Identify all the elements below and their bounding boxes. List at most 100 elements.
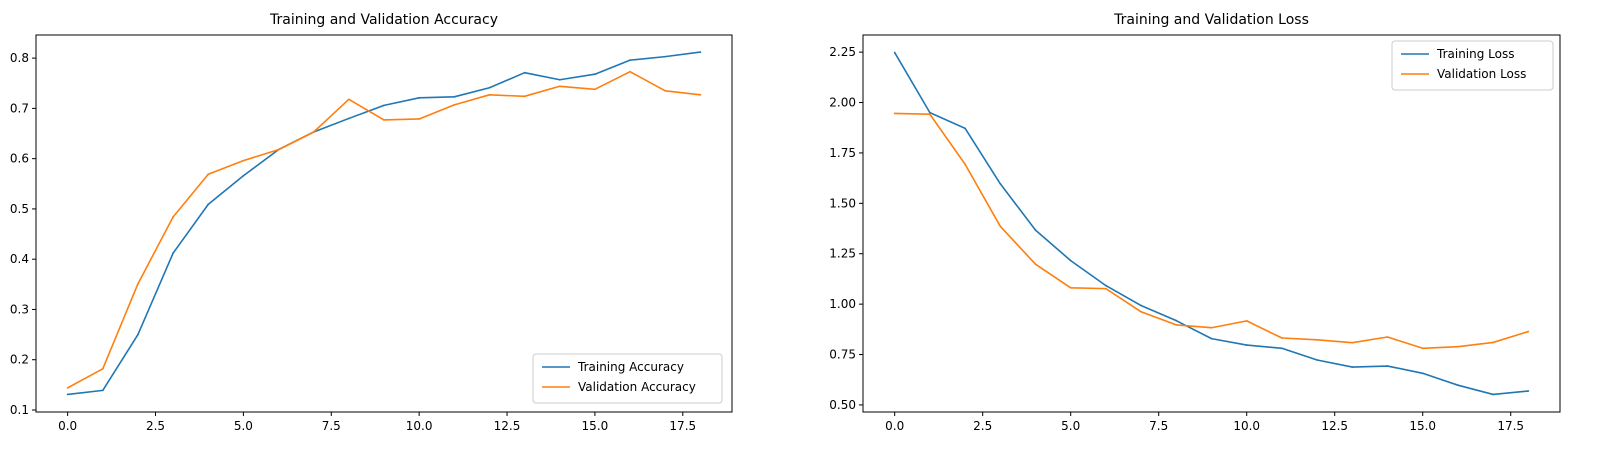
y-tick-label: 0.7	[10, 101, 29, 115]
data-point	[893, 51, 896, 54]
data-point	[1316, 338, 1319, 341]
data-point	[699, 51, 702, 53]
data-point	[242, 159, 245, 162]
data-point	[418, 118, 421, 120]
data-point	[1351, 341, 1354, 344]
chart-title: Training and Validation Loss	[1113, 12, 1309, 28]
data-point	[629, 59, 631, 62]
data-point	[453, 103, 456, 106]
data-point	[664, 55, 667, 58]
x-tick-label: 0.0	[58, 419, 77, 433]
axes-frame	[35, 34, 733, 413]
chart-title: Training and Validation Accuracy	[269, 12, 498, 28]
data-point	[1421, 347, 1424, 350]
series-line-1	[893, 52, 1529, 396]
data-point	[1457, 345, 1459, 348]
data-point	[347, 117, 350, 120]
data-point	[1527, 390, 1530, 392]
data-point	[383, 104, 385, 107]
x-tick-label: 17.5	[669, 419, 696, 433]
data-point	[488, 86, 491, 89]
data-point	[928, 111, 931, 114]
data-point	[1245, 344, 1248, 346]
data-point	[101, 367, 104, 370]
data-point	[558, 78, 561, 81]
data-point	[964, 163, 966, 166]
x-tick-label: 10.0	[1233, 419, 1260, 433]
series-line-2	[894, 112, 1529, 350]
data-point	[1492, 341, 1495, 344]
data-point	[383, 119, 385, 121]
data-point	[66, 393, 69, 396]
data-point	[1281, 347, 1283, 350]
data-point	[207, 173, 210, 176]
data-point	[1034, 229, 1037, 232]
data-point	[312, 131, 315, 133]
y-tick-label: 1.50	[829, 196, 856, 210]
data-point	[928, 113, 931, 116]
data-point	[418, 96, 421, 99]
data-point	[1457, 384, 1459, 387]
y-tick-label: 0.1	[10, 403, 29, 417]
data-point	[964, 127, 966, 130]
data-point	[999, 225, 1002, 228]
data-point	[1175, 319, 1178, 322]
data-point	[66, 386, 69, 389]
data-point	[1210, 337, 1213, 340]
data-point	[594, 88, 596, 91]
axes-frame	[862, 34, 1561, 413]
data-point	[664, 89, 667, 92]
data-point	[1492, 393, 1495, 396]
data-point	[699, 93, 702, 96]
data-point	[137, 333, 139, 336]
data-point	[523, 71, 526, 74]
data-point	[893, 112, 896, 115]
data-point	[1527, 330, 1530, 333]
data-point	[242, 174, 245, 177]
x-tick-label: 7.5	[1149, 419, 1168, 433]
legend: Training Accuracy Validation Accuracy	[532, 353, 723, 404]
y-tick-label: 0.6	[10, 152, 29, 166]
data-point	[1386, 365, 1389, 367]
x-tick-label: 7.5	[322, 419, 341, 433]
x-tick-label: 2.5	[973, 419, 992, 433]
data-point	[1104, 284, 1107, 287]
y-tick-label: 0.4	[10, 252, 29, 266]
data-point	[172, 252, 174, 255]
data-point	[558, 85, 561, 88]
data-point	[1421, 372, 1424, 375]
y-tick-label: 0.75	[829, 348, 856, 362]
data-point	[207, 203, 210, 206]
data-point	[1069, 259, 1072, 262]
x-tick-label: 5.0	[1061, 419, 1080, 433]
data-point	[488, 93, 491, 96]
data-point	[1281, 337, 1283, 339]
legend-label: Validation Loss	[1437, 67, 1526, 81]
y-tick-label: 2.00	[829, 96, 856, 110]
data-point	[1104, 287, 1107, 290]
data-point	[347, 98, 350, 101]
data-point	[101, 389, 104, 392]
y-tick-label: 0.3	[10, 302, 29, 316]
x-tick-label: 5.0	[234, 419, 253, 433]
data-point	[1210, 326, 1213, 329]
y-tick-label: 1.25	[829, 247, 856, 261]
y-tick-label: 1.00	[829, 297, 856, 311]
data-point	[594, 73, 596, 76]
y-tick-label: 0.5	[10, 202, 29, 216]
data-point	[172, 216, 174, 218]
y-tick-label: 0.2	[10, 353, 29, 367]
data-point	[629, 70, 631, 73]
legend-label: Training Loss	[1436, 47, 1514, 61]
data-point	[1245, 319, 1248, 322]
data-point	[1069, 286, 1072, 289]
data-point	[1175, 324, 1178, 326]
x-tick-label: 15.0	[582, 419, 609, 433]
data-point	[1140, 310, 1142, 313]
data-point	[1316, 359, 1319, 361]
x-tick-label: 17.5	[1497, 419, 1524, 433]
y-tick-label: 1.75	[829, 146, 856, 160]
data-point	[1140, 304, 1142, 307]
data-point	[277, 148, 280, 151]
